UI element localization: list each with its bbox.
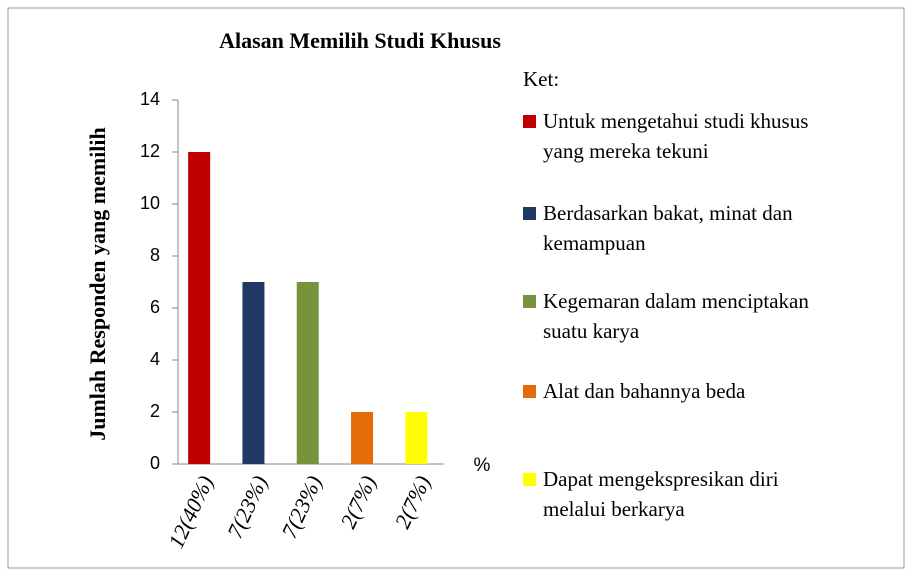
legend-swatch [523,385,536,398]
y-tick-label: 12 [140,141,160,161]
legend-item: Berdasarkan bakat, minat dan kemampuan [523,198,823,258]
legend-label: Dapat mengekspresikan diri melalui berka… [543,467,779,521]
legend-item: Alat dan bahannya beda [523,376,823,406]
y-tick-label: 6 [150,297,160,317]
legend-label: Berdasarkan bakat, minat dan kemampuan [543,201,793,255]
x-axis-label: % [474,455,491,476]
legend-swatch [523,207,536,220]
legend-swatch [523,295,536,308]
bar [242,282,265,464]
chart-border [7,7,905,569]
bar [405,412,428,464]
y-tick-label: 0 [150,453,160,473]
bar [188,152,211,464]
legend-label: Alat dan bahannya beda [543,379,746,403]
x-tick-label: 2(7%) [335,472,381,532]
legend-swatch [523,473,536,486]
y-tick-label: 2 [150,401,160,421]
x-tick-label: 7(23%) [222,472,273,542]
x-tick-label: 2(7%) [390,472,436,532]
bar [351,412,374,464]
y-axis-label: Jumlah Responden yang memilih [85,127,110,441]
x-tick-label: 12(40%) [163,472,218,552]
legend-swatch [523,115,536,128]
legend-item: Dapat mengekspresikan diri melalui berka… [523,464,823,524]
legend-label: Untuk mengetahui studi khusus yang merek… [543,109,809,163]
legend-label: Kegemaran dalam menciptakan suatu karya [543,289,809,343]
legend-item: Kegemaran dalam menciptakan suatu karya [523,286,823,346]
y-tick-label: 10 [140,193,160,213]
bar [296,282,319,464]
y-tick-label: 14 [140,89,160,109]
chart-title: Alasan Memilih Studi Khusus [219,28,501,53]
legend-item: Untuk mengetahui studi khusus yang merek… [523,106,823,166]
legend-title: Ket: [523,67,560,91]
y-tick-label: 8 [150,245,160,265]
x-tick-label: 7(23%) [276,472,327,542]
y-tick-label: 4 [150,349,160,369]
